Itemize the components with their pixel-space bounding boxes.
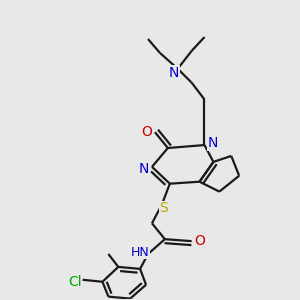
Text: O: O [142,125,152,139]
Text: N: N [139,162,149,176]
Text: Cl: Cl [68,275,82,289]
Text: O: O [194,234,205,248]
Text: N: N [207,136,218,150]
Text: N: N [169,66,179,80]
Text: S: S [160,202,168,215]
Text: HN: HN [131,245,149,259]
